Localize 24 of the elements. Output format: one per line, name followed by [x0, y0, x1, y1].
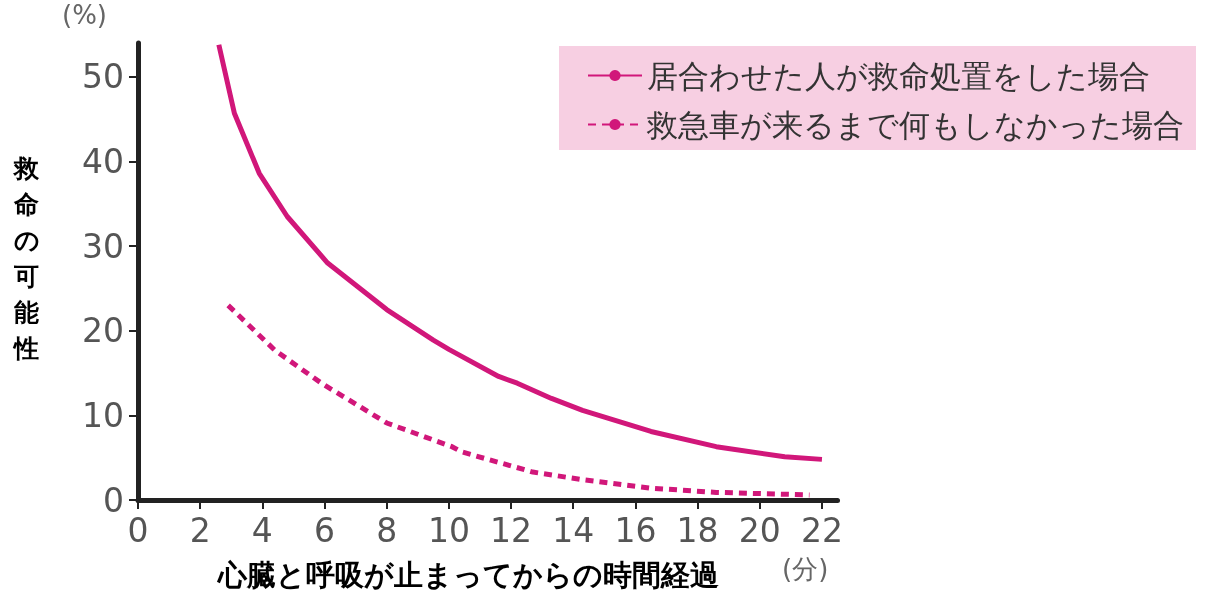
- y-tick-label: 20: [82, 311, 124, 351]
- y-tick-label: 50: [82, 57, 124, 97]
- x-tick-label: 18: [676, 511, 719, 550]
- x-axis-title: 心臓と呼吸が止まってからの時間経過: [216, 557, 719, 592]
- x-tick-label: 14: [552, 511, 595, 550]
- x-tick-label: 10: [427, 511, 470, 550]
- x-tick-label: 0: [127, 511, 149, 550]
- y-axis-title: 救命の可能性: [12, 153, 40, 363]
- x-tick-label: 8: [376, 511, 398, 550]
- x-tick-label: 16: [614, 511, 657, 550]
- y-tick-label: 30: [82, 226, 124, 266]
- x-tick-label: 6: [314, 511, 336, 550]
- x-tick-label: 2: [189, 511, 211, 550]
- x-tick-label: 4: [251, 511, 273, 550]
- x-tick-label: 22: [800, 511, 843, 550]
- y-tick-label: 0: [103, 480, 124, 520]
- x-tick-label: 20: [738, 511, 781, 550]
- legend-label: 救急車が来るまで何もしなかった場合: [646, 106, 1184, 143]
- text: (分): [782, 554, 829, 584]
- y-tick-label: 10: [82, 395, 124, 435]
- y-tick-label: 40: [82, 141, 124, 181]
- x-tick-label: 12: [490, 511, 533, 550]
- legend-label: 居合わせた人が救命処置をした場合: [647, 57, 1150, 94]
- text: (%): [62, 0, 107, 30]
